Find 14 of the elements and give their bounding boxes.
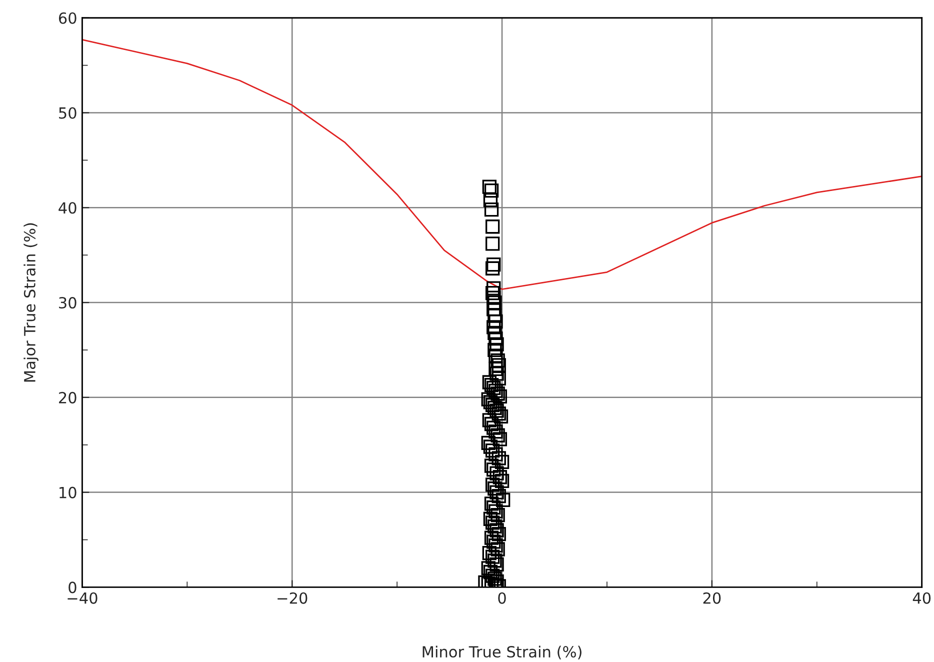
y-tick-label: 0 xyxy=(68,582,76,594)
x-tick-label: 20 xyxy=(703,592,721,604)
x-axis-title: Minor True Strain (%) xyxy=(422,646,582,660)
y-tick-label: 30 xyxy=(59,297,76,309)
y-tick-label: 10 xyxy=(60,486,76,498)
y-tick-label: 40 xyxy=(58,202,76,214)
x-tick-label: −20 xyxy=(278,592,308,604)
y-tick-label: 60 xyxy=(58,12,76,24)
x-tick-label: 40 xyxy=(912,592,931,604)
x-tick-label: −40 xyxy=(68,592,98,604)
y-tick-label: 50 xyxy=(59,107,76,119)
y-tick-label: 20 xyxy=(59,392,76,404)
y-axis-title: Major True Strain (%) xyxy=(24,223,38,382)
x-tick-label: 0 xyxy=(498,592,506,604)
